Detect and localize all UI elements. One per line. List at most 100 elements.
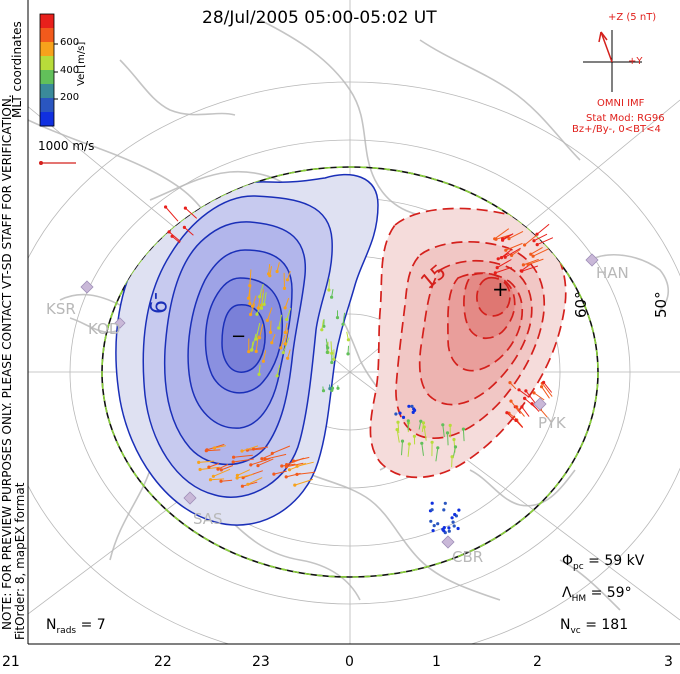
velocity-vector <box>265 453 287 460</box>
colorbar-tick-600: 600 <box>60 37 80 48</box>
velocity-vector <box>541 383 553 397</box>
vector-origin <box>429 519 433 523</box>
nrads-subscript: rads <box>56 625 77 636</box>
colorbar-segment <box>40 56 54 71</box>
velocity-vector <box>504 247 521 258</box>
velocity-vector <box>494 228 510 240</box>
velocity-vector <box>200 466 220 470</box>
phi-symbol: Φ <box>562 553 574 569</box>
lat-label-60: 60° <box>572 291 590 318</box>
velocity-vector <box>518 389 530 398</box>
velocity-vector <box>251 333 257 350</box>
velocity-vector <box>259 324 264 338</box>
velocity-vector <box>168 231 181 242</box>
velocity-vector <box>237 469 251 476</box>
positive-potential-cell <box>369 207 567 479</box>
velocity-vector <box>447 432 449 446</box>
imf-stat-mod: Stat Mod: RG96 <box>586 113 665 124</box>
potential-minimum-marker: − <box>231 326 246 347</box>
nrads-symbol: N <box>46 617 57 633</box>
radar-label-ksr: KSR <box>46 300 76 318</box>
vector-origin <box>249 463 253 467</box>
velocity-scale <box>39 161 76 165</box>
velocity-vector <box>516 406 525 417</box>
vector-origin <box>442 508 446 512</box>
velocity-vector <box>505 242 523 251</box>
radar-marker-ksr <box>80 280 94 294</box>
lambda-value: = 59° <box>590 585 632 601</box>
velocity-vector <box>524 234 538 246</box>
velocity-vector <box>214 445 227 449</box>
radar-marker-cbr <box>441 535 455 549</box>
velocity-vector <box>184 227 194 236</box>
velocity-vector <box>171 235 181 244</box>
vector-origin <box>411 410 415 414</box>
velocity-vector <box>270 320 272 333</box>
colorbar-tick-400: 400 <box>60 65 80 76</box>
velocity-vector <box>289 462 307 471</box>
velocity-vector <box>272 445 291 454</box>
vector-origin <box>407 404 411 408</box>
velocity-vector <box>540 408 552 422</box>
velocity-vector <box>259 283 264 297</box>
imf-y-label: +Y <box>628 56 643 67</box>
velocity-vector <box>502 233 514 241</box>
velocity-vector <box>242 470 263 479</box>
colorbar-label: Vel [m/s] <box>76 41 87 86</box>
negative-contour-label: -9 <box>144 292 169 314</box>
radar-marker-pyk <box>533 397 547 411</box>
velocity-vector <box>165 206 179 222</box>
colorbar-segment <box>40 84 54 99</box>
imf-condition: Bz+/By-, 0<BT<4 <box>572 124 661 135</box>
vector-origin <box>436 522 440 526</box>
mlt-label-21: 21 <box>2 654 20 670</box>
velocity-vector <box>250 458 271 466</box>
colorbar-tick-200: 200 <box>60 92 80 103</box>
radar-count: Nrads = 7 <box>46 617 106 636</box>
velocity-vector <box>510 400 519 412</box>
vector-origin <box>456 526 460 531</box>
radar-label-sas: SAS <box>193 510 223 528</box>
velocity-vector <box>407 443 410 457</box>
velocity-vector <box>495 266 513 274</box>
velocity-vector <box>532 248 549 257</box>
colorbar-segment <box>40 70 54 85</box>
vector-origin <box>452 524 456 528</box>
mlt-label-0: 0 <box>345 654 354 670</box>
velocity-vector <box>442 424 445 438</box>
colorbar-segment <box>40 14 54 29</box>
velocity-vector <box>220 479 233 482</box>
vector-origin <box>447 529 451 533</box>
vector-origin <box>197 460 201 464</box>
radar-label-kod: KOD <box>88 320 120 338</box>
velocity-vector <box>342 312 346 325</box>
velocity-vector <box>255 335 259 352</box>
velocity-vector <box>523 258 539 266</box>
nvc-value: = 181 <box>585 617 629 633</box>
velocity-vector <box>233 458 254 463</box>
velocity-vector <box>247 448 264 451</box>
vector-origin <box>431 529 435 533</box>
velocity-vector <box>536 223 550 235</box>
velocity-vector <box>347 345 349 354</box>
velocity-vector <box>501 249 512 258</box>
radar-sites <box>80 253 599 549</box>
vector-origin <box>410 404 414 408</box>
vector-origin <box>247 350 251 354</box>
velocity-vector <box>276 364 281 376</box>
velocity-vector <box>541 386 550 399</box>
velocity-vector <box>421 422 424 432</box>
velocity-vector <box>213 468 231 477</box>
radar-label-han: HAN <box>596 264 629 282</box>
vector-count: Nvc = 181 <box>560 617 628 636</box>
velocity-vector <box>268 263 271 274</box>
velocity-vector <box>396 429 400 443</box>
velocity-vector <box>331 289 334 298</box>
fit-order-note: FitOrder: 8, mapEX format <box>13 482 27 640</box>
velocity-vector <box>397 422 400 434</box>
velocity-vector <box>421 443 424 456</box>
velocity-vector <box>287 349 291 359</box>
velocity-vector <box>521 406 530 417</box>
velocity-vector <box>543 381 553 393</box>
vector-origin <box>443 501 447 505</box>
